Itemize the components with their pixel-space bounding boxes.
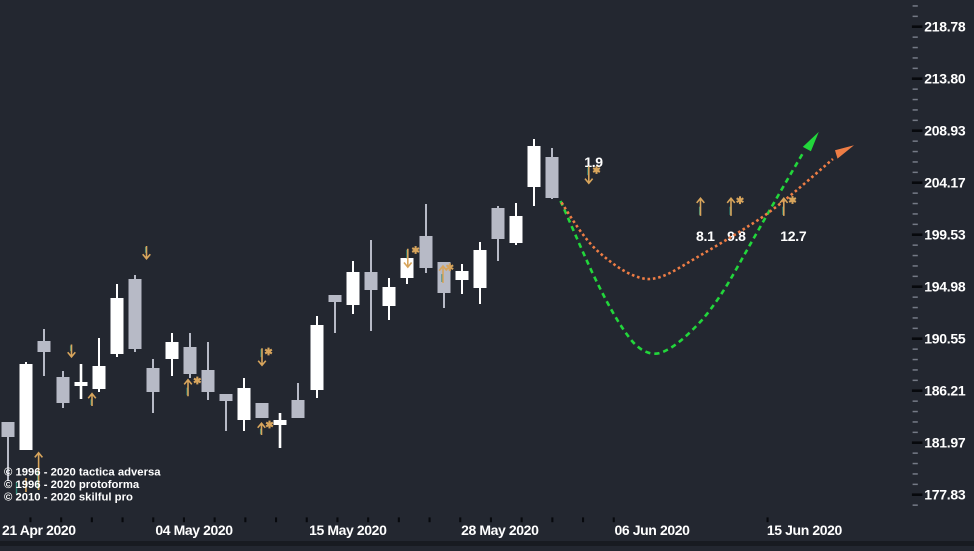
svg-text:06 Jun 2020: 06 Jun 2020 — [615, 522, 691, 538]
svg-text:204.17: 204.17 — [924, 175, 966, 191]
svg-text:186.21: 186.21 — [924, 383, 966, 399]
svg-text:28 May 2020: 28 May 2020 — [461, 522, 539, 538]
svg-text:208.93: 208.93 — [924, 123, 966, 139]
svg-text:181.97: 181.97 — [924, 435, 966, 451]
svg-text:21 Apr 2020: 21 Apr 2020 — [2, 522, 76, 538]
svg-text:9.8: 9.8 — [727, 228, 746, 244]
svg-text:8.1: 8.1 — [696, 228, 715, 244]
svg-text:213.80: 213.80 — [924, 71, 966, 87]
svg-text:© 1996 - 2020 tactica adversa: © 1996 - 2020 tactica adversa — [4, 467, 161, 479]
svg-text:15 May 2020: 15 May 2020 — [309, 522, 387, 538]
svg-text:15 Jun 2020: 15 Jun 2020 — [767, 522, 843, 538]
svg-text:190.55: 190.55 — [924, 331, 966, 347]
svg-text:194.98: 194.98 — [924, 279, 966, 295]
svg-text:1.9: 1.9 — [584, 154, 603, 170]
svg-text:04 May 2020: 04 May 2020 — [155, 522, 233, 538]
svg-text:218.78: 218.78 — [924, 19, 966, 35]
svg-text:12.7: 12.7 — [780, 228, 807, 244]
svg-text:177.83: 177.83 — [924, 487, 966, 503]
svg-text:© 1996 - 2020 protoforma: © 1996 - 2020 protoforma — [4, 479, 140, 491]
svg-text:© 2010 - 2020 skilful pro: © 2010 - 2020 skilful pro — [4, 491, 133, 503]
svg-text:199.53: 199.53 — [924, 227, 966, 243]
